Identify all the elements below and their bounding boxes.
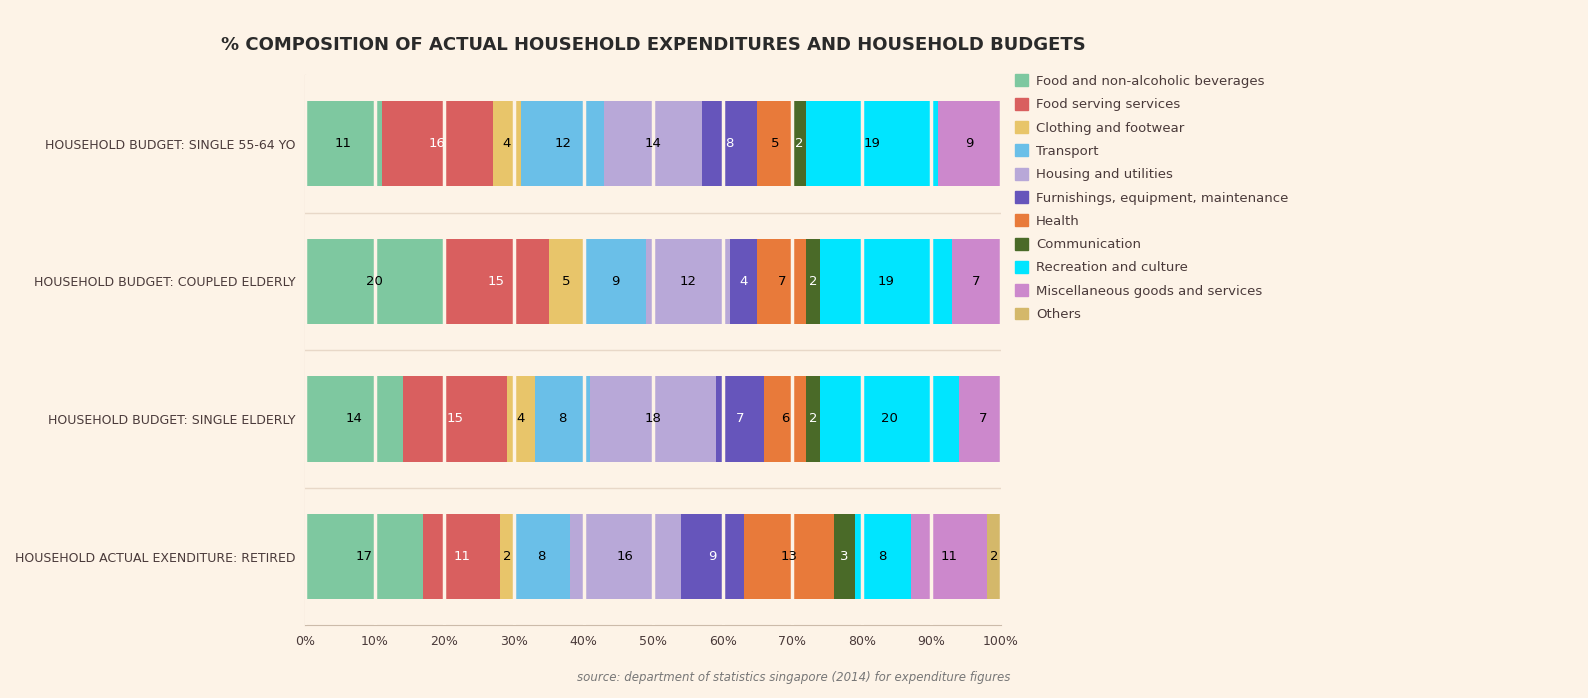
Text: 8: 8 [559,413,567,426]
Text: 19: 19 [864,138,881,150]
Bar [591,376,716,461]
Bar [507,376,535,461]
Text: 15: 15 [446,413,464,426]
Bar [988,514,1000,599]
Bar [646,239,729,324]
Text: 7: 7 [735,413,745,426]
Text: 18: 18 [645,413,662,426]
Bar [854,514,910,599]
Text: 8: 8 [538,550,546,563]
Bar [515,514,570,599]
Bar [959,376,1008,461]
Bar [305,376,403,461]
Text: 16: 16 [616,550,634,563]
Bar [570,514,681,599]
Text: 3: 3 [840,550,848,563]
Bar [521,101,605,186]
Text: 7: 7 [778,275,786,288]
Text: 9: 9 [611,275,619,288]
Text: 14: 14 [645,138,662,150]
Text: 11: 11 [335,138,353,150]
Bar [681,514,743,599]
Bar [381,101,492,186]
Text: 2: 2 [796,138,804,150]
Text: 15: 15 [488,275,505,288]
Bar [583,239,646,324]
Bar [743,514,834,599]
Bar [807,376,819,461]
Text: 2: 2 [503,550,511,563]
Bar [702,101,757,186]
Text: 20: 20 [367,275,383,288]
Bar [807,239,819,324]
Bar [305,514,424,599]
Title: % COMPOSITION OF ACTUAL HOUSEHOLD EXPENDITURES AND HOUSEHOLD BUDGETS: % COMPOSITION OF ACTUAL HOUSEHOLD EXPEND… [221,36,1086,54]
Text: 2: 2 [989,550,999,563]
Bar [605,101,702,186]
Bar [792,101,807,186]
Bar [834,514,854,599]
Bar [764,376,807,461]
Bar [500,514,515,599]
Bar [910,514,988,599]
Text: 2: 2 [808,275,818,288]
Bar [819,376,959,461]
Text: 7: 7 [972,275,981,288]
Bar [819,239,953,324]
Text: 6: 6 [781,413,789,426]
Text: 16: 16 [429,138,446,150]
Bar [757,101,792,186]
Bar [939,101,1000,186]
Text: 12: 12 [680,275,697,288]
Bar [953,239,1000,324]
Text: 5: 5 [562,275,570,288]
Legend: Food and non-alcoholic beverages, Food serving services, Clothing and footwear, : Food and non-alcoholic beverages, Food s… [1012,70,1293,325]
Bar [445,239,549,324]
Text: 9: 9 [966,138,973,150]
Bar [403,376,507,461]
Bar [757,239,807,324]
Text: 17: 17 [356,550,373,563]
Text: 8: 8 [878,550,886,563]
Bar [305,239,445,324]
Text: 5: 5 [770,138,780,150]
Text: 20: 20 [881,413,899,426]
Bar [424,514,500,599]
Text: 4: 4 [516,413,526,426]
Text: 11: 11 [453,550,470,563]
Text: 2: 2 [808,413,818,426]
Text: 12: 12 [554,138,572,150]
Text: 4: 4 [503,138,511,150]
Text: 7: 7 [980,413,988,426]
Bar [807,101,939,186]
Text: 11: 11 [940,550,958,563]
Bar [729,239,757,324]
Text: 4: 4 [740,275,748,288]
Bar [549,239,583,324]
Text: 19: 19 [878,275,894,288]
Text: 8: 8 [726,138,734,150]
Text: 14: 14 [346,413,362,426]
Text: 9: 9 [708,550,716,563]
Bar [535,376,591,461]
Bar [716,376,764,461]
Text: 13: 13 [780,550,797,563]
Bar [305,101,381,186]
Text: source: department of statistics singapore (2014) for expenditure figures: source: department of statistics singapo… [578,671,1010,683]
Bar [492,101,521,186]
